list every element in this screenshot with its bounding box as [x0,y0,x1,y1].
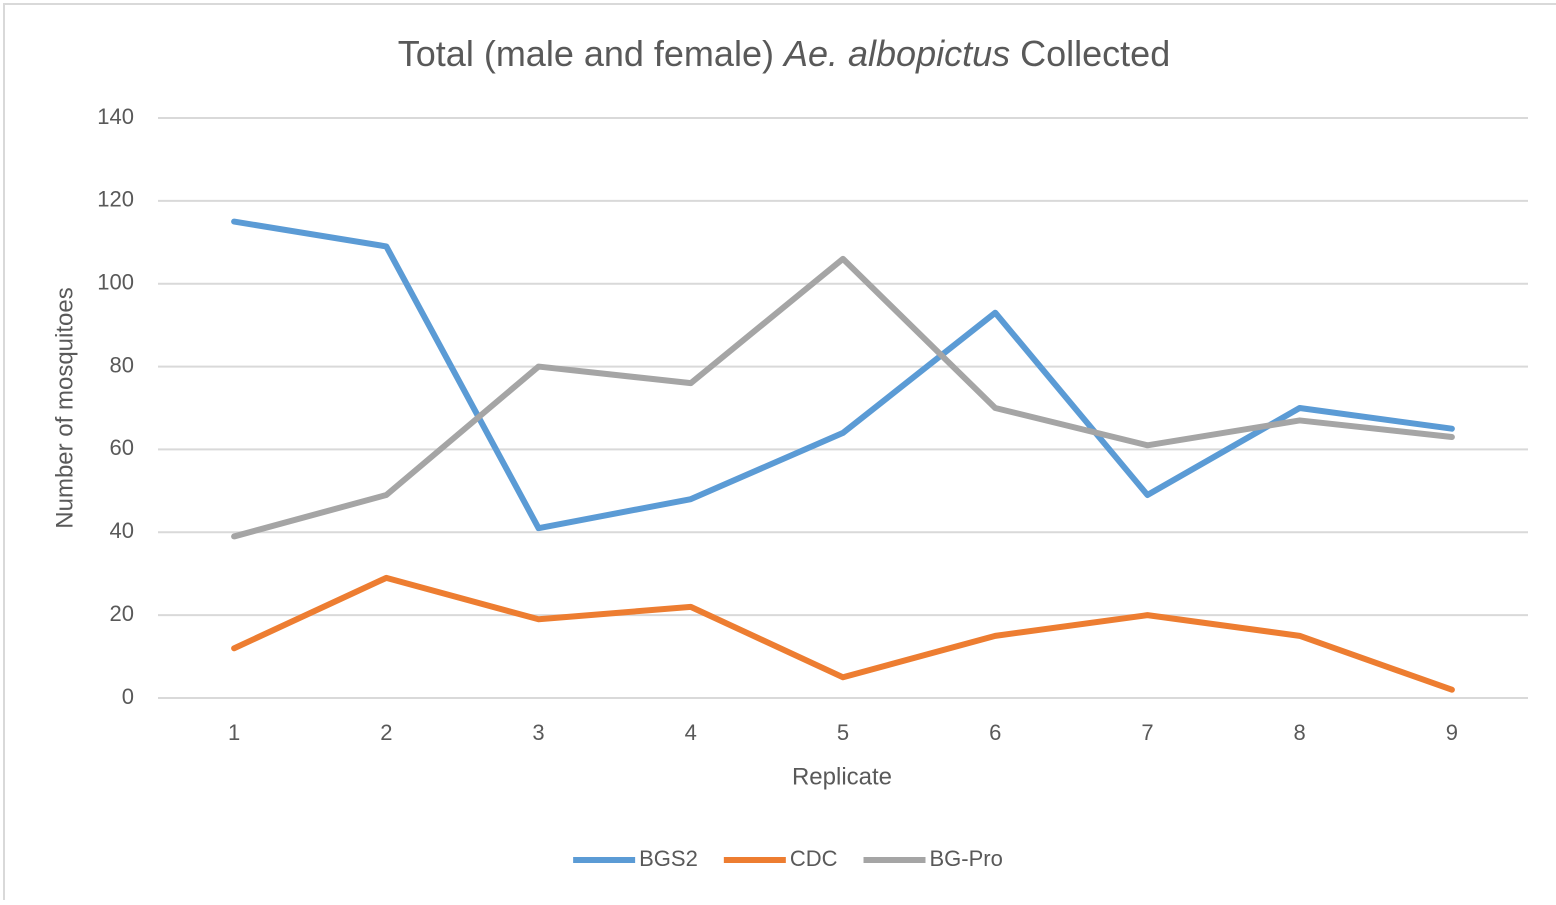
legend: BGS2 CDC BG-Pro [573,846,1003,871]
y-tick-label: 80 [110,352,134,377]
y-tick-label: 20 [110,601,134,626]
title-part: Ae. albopictus [782,33,1010,74]
legend-label: CDC [790,846,838,871]
chart-title: Total (male and female) Ae. albopictus C… [398,33,1170,74]
x-tick-label: 9 [1446,720,1458,745]
x-tick-label: 8 [1294,720,1306,745]
y-tick-label: 120 [97,187,134,212]
series-line [231,574,1455,693]
y-tick-label: 40 [110,518,134,543]
title-part: Collected [1010,33,1170,74]
x-tick-label: 7 [1141,720,1153,745]
x-tick-label: 5 [837,720,849,745]
series-line [231,255,1455,540]
y-tick-label: 60 [110,435,134,460]
x-tick-label: 2 [380,720,392,745]
legend-label: BGS2 [639,846,698,871]
series-line [231,218,1455,532]
y-tick-label: 0 [122,684,134,709]
x-tick-label: 4 [685,720,697,745]
x-tick-label: 1 [228,720,240,745]
x-tick-label: 3 [532,720,544,745]
chart-border [3,3,1556,905]
y-tick-label: 100 [97,270,134,295]
y-axis-title: Number of mosquitoes [51,287,78,528]
x-axis-title: Replicate [792,763,892,790]
y-tick-label: 140 [97,104,134,129]
x-tick-label: 6 [989,720,1001,745]
legend-label: BG-Pro [930,846,1003,871]
title-part: Total (male and female) [398,33,784,74]
